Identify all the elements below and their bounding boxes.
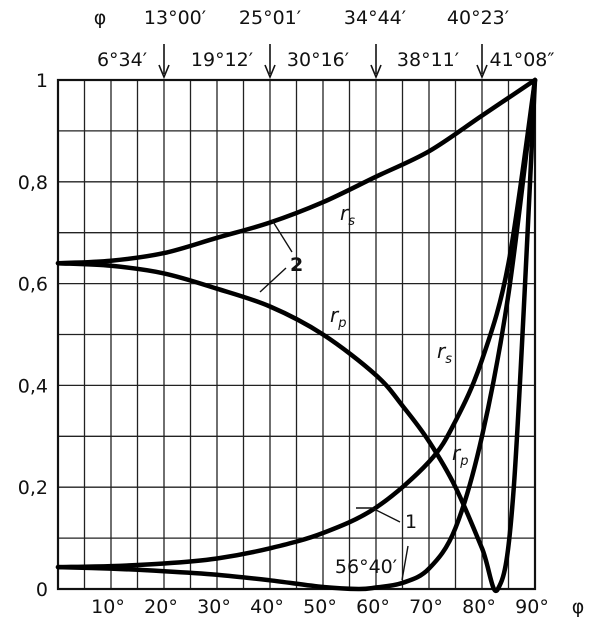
x-tick-label: 40°: [250, 596, 284, 618]
top-axis-arrow-head: [264, 64, 276, 80]
annotation-leader-group-2: [271, 219, 293, 253]
x-axis-label: φ: [572, 596, 585, 618]
series-line-rp-group-1: [55, 77, 538, 592]
plot-frame: [56, 78, 537, 591]
annotation-group-2: 2: [290, 254, 303, 276]
y-tick-label: 0,6: [18, 274, 48, 296]
top-axis-lower-label: 19°12′: [191, 49, 253, 71]
top-axis-arrow-head: [476, 64, 488, 80]
y-tick-label: 0,8: [18, 172, 48, 194]
annotation-group-1: 1: [405, 511, 417, 533]
top-axis-upper-label: 34°44′: [344, 7, 406, 29]
x-tick-label: 30°: [197, 596, 231, 618]
top-axis-upper-label: 40°23′: [447, 7, 509, 29]
top-axis-lower-label: 6°34′: [97, 49, 147, 71]
x-tick-label: 10°: [91, 596, 125, 618]
x-tick-label: 80°: [462, 596, 496, 618]
top-axis-lower-label: 41°08″: [490, 49, 555, 71]
top-axis-arrow-head: [370, 64, 382, 80]
top-axis-upper-label: 13°00′: [144, 7, 206, 29]
x-tick-label: 70°: [409, 596, 443, 618]
x-tick-label: 90°: [515, 596, 549, 618]
series-label-rs-group-2: rs: [340, 201, 355, 229]
x-tick-label: 60°: [356, 596, 390, 618]
series-label-rp-group-1: rp: [452, 441, 469, 469]
x-tick-label: 50°: [303, 596, 337, 618]
annotation-leader-minimum: [401, 545, 409, 581]
y-tick-label: 0,4: [18, 375, 48, 397]
x-tick-label: 20°: [144, 596, 178, 618]
annotation-minimum-angle: 56°40′: [335, 556, 397, 578]
series-label-rs-group-1: rs: [437, 339, 452, 367]
top-axis-lower-label: 30°16′: [287, 49, 349, 71]
y-tick-label: 0,2: [18, 477, 48, 499]
series-line-rs-group-1: [55, 77, 538, 570]
top-axis-arrow-head: [158, 64, 170, 80]
y-tick-label: 1: [36, 70, 48, 92]
series-line-rs-group-2: [55, 77, 538, 266]
annotation-leader-group-1: [356, 507, 401, 523]
top-axis-symbol: φ: [94, 7, 107, 29]
series-label-rp-group-2: rp: [330, 303, 347, 331]
top-axis-lower-label: 38°11′: [397, 49, 459, 71]
y-tick-label: 0: [36, 579, 48, 601]
annotation-leader-group-2: [259, 267, 287, 293]
top-axis-upper-label: 25°01′: [239, 7, 301, 29]
series-line-rp-group-2: [55, 77, 538, 594]
